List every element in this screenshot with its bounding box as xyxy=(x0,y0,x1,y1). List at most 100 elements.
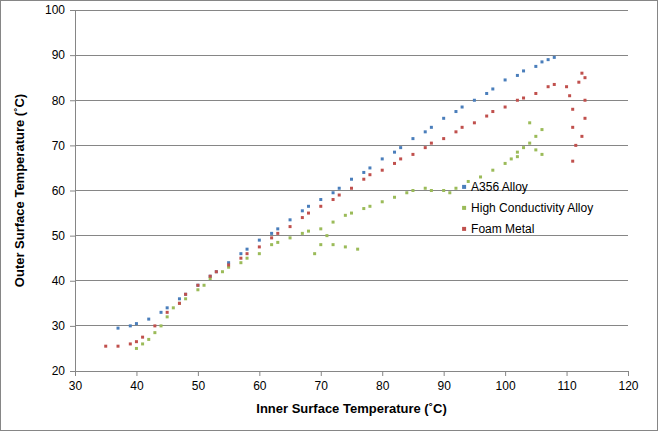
point xyxy=(276,232,279,235)
point xyxy=(424,187,427,190)
point xyxy=(258,252,261,255)
tick-label: 40 xyxy=(130,379,144,393)
point xyxy=(528,121,531,124)
point xyxy=(547,85,550,88)
point xyxy=(491,110,494,113)
tick: 50 xyxy=(52,229,75,243)
point xyxy=(534,135,537,138)
tick-mark xyxy=(70,191,75,192)
point xyxy=(147,318,150,321)
point xyxy=(424,146,427,149)
legend-label: Foam Metal xyxy=(471,222,534,236)
tick: 60 xyxy=(52,184,75,198)
grid-line xyxy=(75,190,628,191)
point xyxy=(141,336,144,339)
point xyxy=(424,130,427,133)
point xyxy=(141,342,144,345)
tick-mark xyxy=(198,371,199,376)
point xyxy=(473,99,476,102)
point xyxy=(411,137,414,140)
tick-label: 90 xyxy=(437,379,451,393)
x-axis-title: Inner Surface Temperature (˚C) xyxy=(256,401,446,416)
point xyxy=(178,297,181,300)
point xyxy=(221,270,224,273)
point xyxy=(473,121,476,124)
point xyxy=(344,214,347,217)
point xyxy=(332,191,335,194)
tick-mark xyxy=(70,326,75,327)
point xyxy=(289,225,292,228)
point xyxy=(350,212,353,215)
point xyxy=(430,126,433,129)
point xyxy=(258,239,261,242)
tick: 70 xyxy=(52,139,75,153)
point xyxy=(368,166,371,169)
y-axis: 2030405060708090100 xyxy=(45,3,76,378)
point xyxy=(571,160,574,163)
point xyxy=(166,306,169,309)
point xyxy=(307,230,310,233)
point xyxy=(239,261,242,264)
point xyxy=(583,76,586,79)
point xyxy=(547,58,550,61)
tick: 30 xyxy=(69,371,83,393)
point xyxy=(393,196,396,199)
point xyxy=(319,227,322,230)
grid-line xyxy=(75,371,628,372)
point xyxy=(516,99,519,102)
point xyxy=(430,142,433,145)
point xyxy=(442,137,445,140)
point xyxy=(368,173,371,176)
point xyxy=(553,83,556,86)
grid xyxy=(75,10,628,371)
axis-line xyxy=(75,11,76,372)
tick: 80 xyxy=(376,371,390,393)
tick-mark xyxy=(136,371,137,376)
point xyxy=(534,148,537,151)
tick-mark xyxy=(505,371,506,376)
legend: A356 AlloyHigh Conductivity AlloyFoam Me… xyxy=(462,180,593,236)
point xyxy=(540,60,543,63)
point xyxy=(580,72,583,75)
point xyxy=(583,117,586,120)
point xyxy=(319,205,322,208)
point xyxy=(153,331,156,334)
point xyxy=(454,130,457,133)
tick-label: 50 xyxy=(52,229,66,243)
grid-line xyxy=(75,55,628,56)
point xyxy=(356,248,359,251)
point xyxy=(467,180,470,183)
point xyxy=(301,216,304,219)
point xyxy=(381,157,384,160)
tick-mark xyxy=(70,281,75,282)
point xyxy=(504,106,507,109)
grid-line xyxy=(75,100,628,101)
grid-line xyxy=(75,235,628,236)
point xyxy=(368,205,371,208)
point xyxy=(454,110,457,113)
point xyxy=(571,108,574,111)
point xyxy=(485,92,488,95)
tick-label: 60 xyxy=(52,184,66,198)
tick-label: 20 xyxy=(52,364,66,378)
point xyxy=(276,227,279,230)
tick-mark xyxy=(70,10,75,11)
tick-mark xyxy=(70,55,75,56)
point xyxy=(172,306,175,309)
point xyxy=(209,275,212,278)
tick-mark xyxy=(70,100,75,101)
point xyxy=(319,243,322,246)
point xyxy=(574,144,577,147)
point xyxy=(239,252,242,255)
legend-marker xyxy=(462,227,466,231)
point xyxy=(534,92,537,95)
point xyxy=(184,293,187,296)
point xyxy=(534,65,537,68)
point xyxy=(510,157,513,160)
point xyxy=(344,245,347,248)
point xyxy=(270,236,273,239)
point xyxy=(203,284,206,287)
point xyxy=(399,157,402,160)
tick: 90 xyxy=(52,48,75,62)
point xyxy=(577,81,580,84)
